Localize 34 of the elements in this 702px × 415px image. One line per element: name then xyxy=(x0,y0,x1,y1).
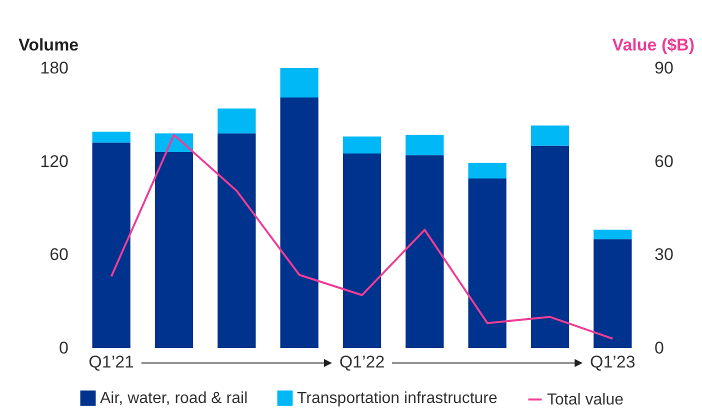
bar xyxy=(530,146,570,348)
y2-tick-label: 30 xyxy=(654,245,674,264)
bar xyxy=(218,108,256,134)
bar xyxy=(594,230,632,240)
y2-tick-label: 0 xyxy=(654,338,664,358)
legend-label: Total value xyxy=(547,392,624,408)
line-series xyxy=(110,134,614,340)
legend-label: Air, water, road & rail xyxy=(100,390,248,408)
x-tick-label: Q1’22 xyxy=(339,352,385,372)
y-axis-title: Volume xyxy=(18,36,79,54)
legend-label: Transportation infrastructure xyxy=(297,390,498,408)
x-tick-label: Q1’21 xyxy=(88,352,134,372)
bar xyxy=(342,154,382,348)
bar xyxy=(280,68,318,98)
bar xyxy=(468,178,506,348)
y-tick-label: 60 xyxy=(50,245,68,264)
bar xyxy=(92,142,130,348)
bar xyxy=(594,239,632,348)
y-tick-label: 120 xyxy=(40,152,68,171)
bar xyxy=(530,126,570,146)
y2-tick-label: 60 xyxy=(654,152,674,171)
bar xyxy=(92,132,130,143)
y2-tick-label: 90 xyxy=(654,58,674,78)
x-tick-label: Q1’23 xyxy=(590,352,636,372)
bar xyxy=(280,98,318,348)
bar xyxy=(154,152,194,348)
bar xyxy=(342,136,382,154)
y2-axis-title: Value ($B) xyxy=(612,36,694,54)
y-tick-label: 180 xyxy=(40,58,68,78)
y-tick-label: 0 xyxy=(59,338,68,358)
bar xyxy=(468,162,506,178)
bar xyxy=(406,155,444,348)
bar xyxy=(406,134,444,156)
bar xyxy=(218,133,256,348)
